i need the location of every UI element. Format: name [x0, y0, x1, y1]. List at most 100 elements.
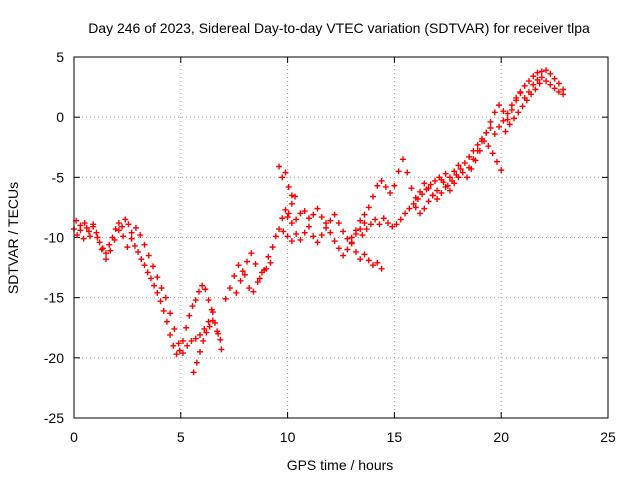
data-point	[504, 116, 511, 123]
data-point	[421, 205, 428, 212]
data-point	[297, 210, 304, 217]
data-point	[199, 282, 206, 289]
data-point	[547, 70, 554, 77]
data-point	[83, 224, 90, 231]
data-point	[244, 258, 251, 265]
y-tick-label: 5	[56, 49, 64, 65]
data-point	[125, 221, 132, 228]
data-point	[466, 164, 473, 171]
data-point	[282, 206, 289, 213]
data-point	[162, 294, 169, 301]
data-point	[122, 216, 129, 223]
data-point	[318, 232, 325, 239]
data-point	[440, 179, 447, 186]
data-point	[515, 109, 522, 116]
data-point	[288, 220, 295, 227]
data-point	[285, 210, 292, 217]
data-point	[282, 169, 289, 176]
data-point	[359, 232, 366, 239]
data-point	[106, 241, 113, 248]
data-point	[543, 78, 550, 85]
data-point	[423, 186, 430, 193]
data-point	[551, 75, 558, 82]
data-point	[389, 223, 396, 230]
data-point	[538, 74, 545, 81]
data-point	[192, 297, 199, 304]
data-point	[305, 215, 312, 222]
data-point	[175, 340, 182, 347]
data-point	[231, 273, 238, 280]
data-point	[534, 69, 541, 76]
data-point	[226, 285, 233, 292]
data-point	[94, 234, 101, 241]
x-tick-label: 20	[493, 429, 509, 445]
data-point	[252, 260, 259, 267]
data-point	[314, 205, 321, 212]
data-point	[387, 189, 394, 196]
data-point	[280, 228, 287, 235]
data-point	[147, 275, 154, 282]
data-point	[436, 174, 443, 181]
data-point	[163, 318, 170, 325]
data-point	[239, 268, 246, 275]
data-point	[144, 269, 151, 276]
data-marks	[71, 67, 567, 376]
data-point	[265, 253, 272, 260]
data-point	[183, 324, 190, 331]
data-point	[284, 214, 291, 221]
data-point	[485, 143, 492, 150]
data-point	[538, 68, 545, 75]
data-point	[348, 234, 355, 241]
data-point	[96, 239, 103, 246]
data-point	[496, 102, 503, 109]
data-point	[517, 90, 524, 97]
data-point	[372, 216, 379, 223]
data-point	[301, 229, 308, 236]
x-tick-label: 25	[600, 429, 616, 445]
data-point	[288, 200, 295, 207]
data-point	[235, 262, 242, 269]
data-point	[284, 233, 291, 240]
data-point	[496, 123, 503, 130]
data-point	[530, 81, 537, 88]
data-point	[179, 350, 186, 357]
data-point	[158, 285, 165, 292]
data-point	[532, 86, 539, 93]
data-point	[530, 73, 537, 80]
data-point	[141, 262, 148, 269]
data-point	[361, 220, 368, 227]
data-point	[487, 118, 494, 125]
data-point	[543, 67, 550, 74]
data-point	[98, 246, 105, 253]
data-point	[502, 128, 509, 135]
data-point	[335, 220, 342, 227]
data-point	[404, 169, 411, 176]
data-point	[128, 229, 135, 236]
data-point	[427, 181, 434, 188]
data-point	[193, 359, 200, 366]
data-point	[370, 262, 377, 269]
data-point	[276, 226, 283, 233]
data-point	[112, 226, 119, 233]
data-point	[120, 233, 127, 240]
data-point	[202, 286, 209, 293]
data-point	[487, 124, 494, 131]
data-point	[170, 342, 177, 349]
y-tick-label: -5	[52, 169, 65, 185]
data-point	[258, 269, 265, 276]
data-point	[417, 210, 424, 217]
data-point	[103, 256, 110, 263]
data-point	[370, 193, 377, 200]
data-point	[498, 167, 505, 174]
data-point	[173, 351, 180, 358]
data-point	[135, 248, 142, 255]
data-point	[214, 328, 221, 335]
data-point	[167, 310, 174, 317]
data-point	[421, 180, 428, 187]
data-point	[365, 257, 372, 264]
data-point	[188, 337, 195, 344]
data-point	[461, 159, 468, 166]
data-point	[459, 169, 466, 176]
data-point	[218, 346, 225, 353]
data-point	[115, 220, 122, 227]
